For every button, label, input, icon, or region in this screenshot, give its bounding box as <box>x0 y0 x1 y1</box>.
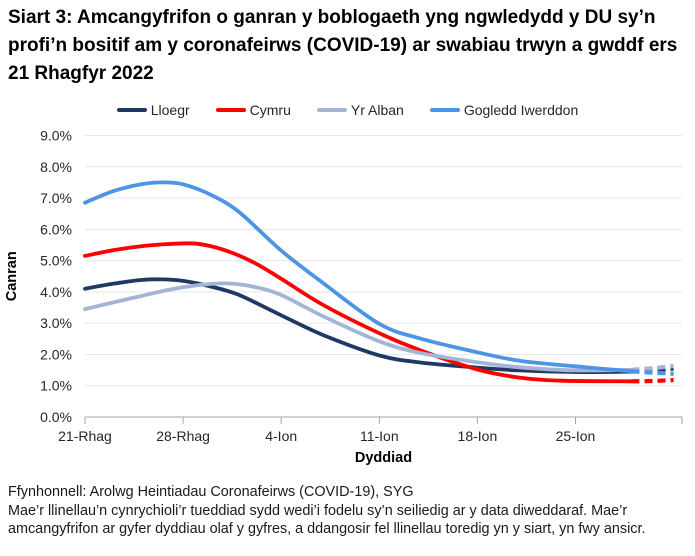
y-axis-labels: 0.0% 1.0% 2.0% 3.0% 4.0% 5.0% 6.0% 7.0% 8.0% 9.0% <box>40 128 72 426</box>
y-tick-label: 6.0% <box>40 221 72 237</box>
x-tick-label: 25-Ion <box>556 428 596 444</box>
series-line-yr-alban <box>83 281 634 373</box>
y-tick-label: 0.0% <box>40 409 72 425</box>
y-tick-label: 5.0% <box>40 253 72 269</box>
y-tick-label: 3.0% <box>40 315 72 331</box>
y-tick-label: 9.0% <box>40 128 72 144</box>
methodology-note: Mae’r llinellau’n cynrychioli’r tueddiad… <box>8 502 646 538</box>
series-cymru <box>83 241 674 384</box>
y-tick-label: 8.0% <box>40 159 72 175</box>
series-line-lloegr <box>83 277 634 374</box>
x-tick-label: 4-Ion <box>265 428 297 444</box>
legend-swatch-lloegr <box>116 108 147 112</box>
legend-swatch-gogledd-iwerddon <box>429 108 460 112</box>
series-dashed-tail-yr-alban <box>631 363 674 372</box>
series-line-cymru <box>83 241 634 384</box>
x-tick-label: 28-Rhag <box>156 428 210 444</box>
legend-label: Cymru <box>249 102 291 118</box>
y-tick-label: 1.0% <box>40 378 72 394</box>
y-tick-label: 4.0% <box>40 284 72 300</box>
y-tick-label: 2.0% <box>40 346 72 362</box>
chart-svg: 0.0% 1.0% 2.0% 3.0% 4.0% 5.0% 6.0% 7.0% 8.0% 9.0%… <box>4 128 683 466</box>
series-dashed-tail-cymru <box>631 378 674 384</box>
legend-item-gogledd-iwerddon: Gogledd Iwerddon <box>429 102 579 118</box>
x-tick-label: 18-Ion <box>458 428 498 444</box>
gridlines <box>85 135 682 387</box>
series-line-gogledd-iwerddon <box>83 180 634 374</box>
chart-footer: Ffynhonnell: Arolwg Heintiadau Coronafei… <box>8 483 692 539</box>
y-tick-label: 7.0% <box>40 190 72 206</box>
y-axis-title: Canran <box>4 251 20 301</box>
legend-item-lloegr: Lloegr <box>116 102 190 118</box>
series-gogledd-iwerddon <box>83 180 674 376</box>
chart-title: Siart 3: Amcangyfrifon o ganran y boblog… <box>8 7 678 84</box>
legend-label: Gogledd Iwerddon <box>463 102 579 118</box>
line-chart: 0.0% 1.0% 2.0% 3.0% 4.0% 5.0% 6.0% 7.0% 8.0% 9.0%… <box>0 125 695 470</box>
x-tick-label: 21-Rhag <box>58 428 112 444</box>
source-note: Ffynhonnell: Arolwg Heintiadau Coronafei… <box>8 484 414 500</box>
x-tick-label: 11-Ion <box>360 428 399 444</box>
x-axis-title: Dyddiad <box>355 450 412 466</box>
legend-label: Lloegr <box>150 102 190 118</box>
series-yr-alban <box>83 281 674 373</box>
legend-swatch-yr-alban <box>316 108 347 112</box>
series-dashed-tail-gogledd-iwerddon <box>631 369 674 376</box>
legend-label: Yr Alban <box>350 102 404 118</box>
legend-swatch-cymru <box>215 108 246 112</box>
x-axis: 21-Rhag 28-Rhag 4-Ion 11-Ion 18-Ion 25-Ion <box>58 416 683 444</box>
legend-item-yr-alban: Yr Alban <box>316 102 404 118</box>
legend: Lloegr Cymru Yr Alban Gogledd Iwerddon <box>0 102 695 118</box>
legend-item-cymru: Cymru <box>215 102 291 118</box>
